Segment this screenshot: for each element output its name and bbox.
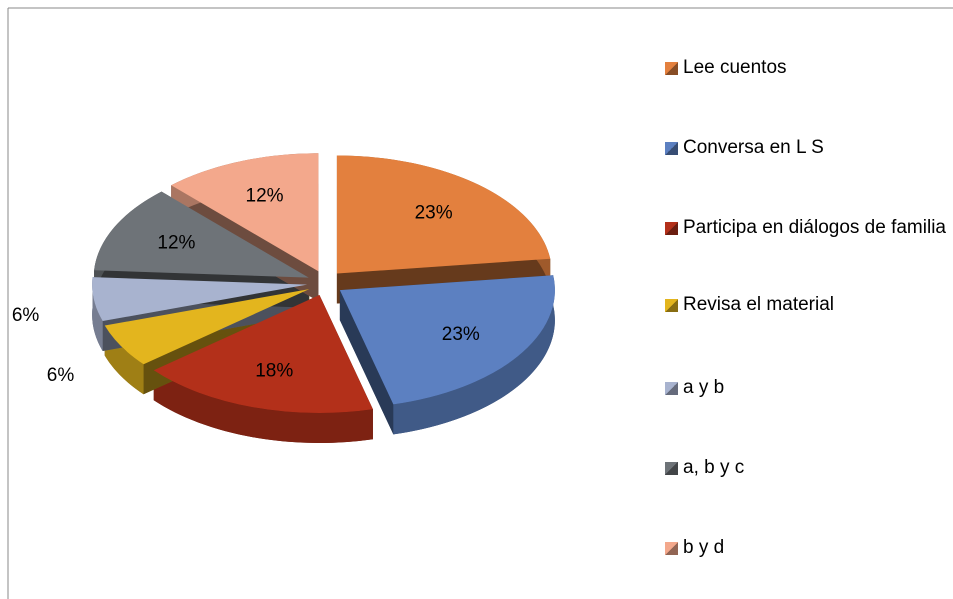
legend-swatch [665,462,678,475]
legend-label: Conversa en L S [683,137,824,158]
legend-swatch [665,382,678,395]
slice-edge [339,290,394,435]
legend-item: Participa en diálogos de familia [665,213,953,243]
data-label: 23% [415,202,453,223]
slice [104,289,310,365]
legend-item: a y b [665,373,953,403]
legend-label: Lee cuentos [683,57,787,78]
data-label: 12% [157,232,195,253]
data-label: 18% [255,360,293,381]
legend-item: Revisa el material [665,290,953,320]
slice-side [92,277,103,352]
slice-side [153,370,373,443]
slice [94,191,309,278]
legend-swatch [665,299,678,312]
legend-item: a, b y c [665,453,953,483]
slice [92,277,308,322]
slice-side [393,275,555,435]
legend-label: b y d [683,537,725,558]
legend-swatch [665,222,678,235]
data-label: 6% [47,365,75,386]
slice [171,153,319,272]
legend-item: b y d [665,533,953,563]
slice [339,275,555,405]
data-label: 23% [442,324,480,345]
legend-swatch [665,62,678,75]
legend-swatch [665,542,678,555]
legend-label: a, b y c [683,457,745,478]
slice [336,155,551,274]
legend-item: Lee cuentos [665,53,953,83]
legend-label: Revisa el material [683,294,834,315]
slice [153,294,373,413]
data-label: 6% [12,305,40,326]
legend-label: a y b [683,377,725,398]
legend-label: Participa en diálogos de familia [683,217,946,238]
legend-item: Conversa en L S [665,133,953,163]
data-label: 12% [246,186,284,207]
legend-swatch [665,142,678,155]
